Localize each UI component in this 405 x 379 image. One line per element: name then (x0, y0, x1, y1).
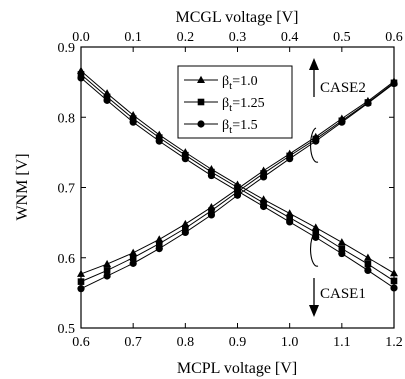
data-point (390, 277, 398, 285)
data-point (338, 245, 346, 252)
data-point (233, 187, 242, 195)
data-point (155, 245, 163, 253)
data-point (311, 223, 320, 231)
x-tick-label: 1.1 (333, 335, 351, 350)
data-point (312, 137, 320, 145)
data-point (286, 155, 294, 163)
y-tick-label: 0.7 (58, 182, 76, 197)
series-case1-circle (77, 74, 398, 292)
x-axis-title: MCPL voltage [V] (177, 360, 297, 377)
x-tick-label: 0.7 (124, 335, 142, 350)
data-point (77, 74, 85, 82)
x2-axis-title: MCGL voltage [V] (176, 9, 299, 26)
data-point (286, 214, 293, 222)
series-case2-circle (77, 79, 398, 293)
data-point (155, 137, 163, 145)
data-point (338, 118, 346, 126)
legend-marker (197, 98, 205, 106)
x2-tick-label: 0.6 (385, 30, 403, 45)
data-point (337, 238, 346, 246)
data-point (129, 254, 137, 262)
legend: βt=1.0 βt=1.25 βt=1.5 (177, 65, 293, 139)
y-tick-label: 0.5 (58, 322, 76, 337)
data-point (207, 171, 216, 180)
axis-ticks: 0.6 0.7 0.8 0.9 1.0 1.1 1.20.0 0.1 0.2 0.3 0.4 0.5 0… (58, 30, 403, 350)
data-point (390, 269, 398, 277)
data-point (77, 269, 85, 277)
data-point (155, 240, 163, 247)
legend-marker (197, 75, 205, 83)
y-tick-label: 0.6 (58, 252, 76, 267)
legend-label: βt=1.25 (222, 96, 265, 114)
data-point (129, 118, 137, 126)
data-point (364, 99, 372, 107)
data-point (182, 224, 189, 232)
data-point (208, 207, 215, 214)
series-layer (77, 66, 398, 293)
x-tick-label: 0.6 (72, 335, 90, 350)
legend-label: βt=1.5 (222, 118, 258, 136)
case1-annotation: CASE1 (309, 231, 366, 317)
case1-arrowhead (309, 305, 319, 317)
legend-label: βt=1.0 (222, 74, 258, 92)
data-point (181, 228, 189, 237)
x-tick-label: 0.8 (177, 335, 195, 350)
x2-tick-label: 0.1 (124, 30, 142, 45)
data-point (129, 259, 137, 267)
y-tick-label: 0.9 (58, 41, 76, 56)
x-tick-label: 1.0 (281, 335, 299, 350)
data-point (338, 249, 346, 258)
case1-rotation-mark (310, 231, 319, 267)
data-point (129, 248, 138, 256)
data-point (103, 272, 111, 280)
case2-arrowhead (309, 58, 319, 70)
data-point (181, 155, 189, 163)
x2-tick-label: 0.5 (333, 30, 351, 45)
data-point (259, 202, 268, 211)
case2-annotation: CASE2 (309, 58, 366, 163)
y-axis-title: WNM [V] (14, 153, 31, 220)
data-point (207, 211, 216, 219)
legend-marker (197, 120, 205, 128)
data-point (259, 173, 268, 181)
data-point (364, 266, 372, 274)
data-point (77, 285, 85, 293)
y-tick-label: 0.8 (58, 111, 76, 126)
data-point (286, 218, 294, 226)
x-tick-label: 0.9 (229, 335, 247, 350)
case1-label: CASE1 (320, 286, 366, 302)
data-point (390, 79, 398, 88)
x2-tick-label: 0.3 (229, 30, 247, 45)
data-point (103, 96, 111, 104)
data-point (77, 278, 85, 285)
data-point (103, 267, 111, 274)
x2-tick-label: 0.2 (177, 30, 195, 45)
data-point (390, 284, 398, 292)
x2-tick-label: 0.0 (72, 30, 90, 45)
case2-label: CASE2 (320, 80, 366, 96)
x-tick-label: 1.2 (385, 335, 403, 350)
case2-rotation-mark (310, 127, 319, 163)
data-point (364, 260, 372, 268)
data-point (312, 233, 320, 241)
data-point (363, 253, 372, 261)
x2-tick-label: 0.4 (281, 30, 299, 45)
data-point (103, 259, 112, 268)
